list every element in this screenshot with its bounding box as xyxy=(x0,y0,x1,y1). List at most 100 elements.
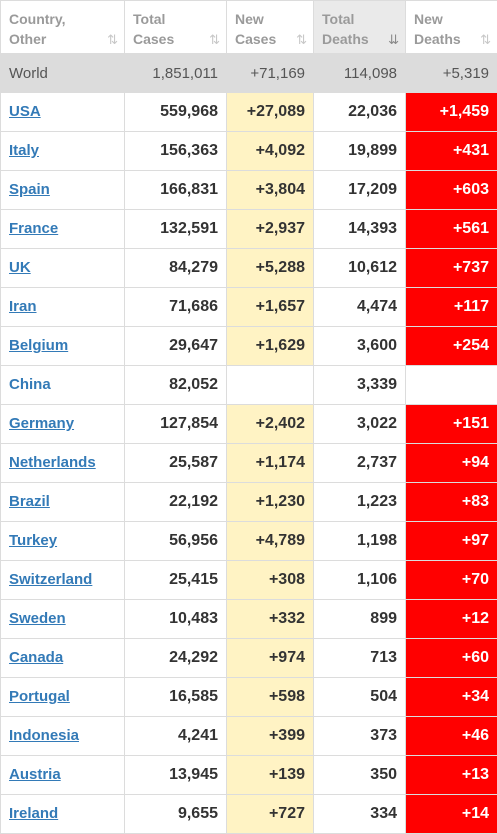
country-cell: Switzerland xyxy=(1,561,125,600)
country-link[interactable]: Austria xyxy=(9,766,61,783)
country-link[interactable]: UK xyxy=(9,259,31,276)
new-cases-cell: +974 xyxy=(227,639,314,678)
country-link[interactable]: Switzerland xyxy=(9,571,92,588)
country-link[interactable]: France xyxy=(9,220,58,237)
header-country-line2: Other xyxy=(9,29,118,49)
total-deaths-cell: 10,612 xyxy=(314,249,406,288)
new-deaths-cell: +12 xyxy=(406,600,497,639)
new-deaths-cell: +46 xyxy=(406,717,497,756)
country-link[interactable]: Brazil xyxy=(9,493,50,510)
new-deaths-cell: +254 xyxy=(406,327,497,366)
country-link[interactable]: Canada xyxy=(9,649,63,666)
world-row: World 1,851,011 +71,169 114,098 +5,319 xyxy=(1,54,497,93)
total-deaths-cell: 350 xyxy=(314,756,406,795)
new-cases-cell: +1,230 xyxy=(227,483,314,522)
country-cell: France xyxy=(1,210,125,249)
header-total-deaths[interactable]: Total Deaths ⇊ xyxy=(314,1,406,54)
country-cell: Iran xyxy=(1,288,125,327)
total-cases-cell: 82,052 xyxy=(125,366,227,405)
new-cases-cell: +332 xyxy=(227,600,314,639)
total-deaths-cell: 899 xyxy=(314,600,406,639)
total-deaths-cell: 373 xyxy=(314,717,406,756)
header-new-deaths[interactable]: New Deaths ⇅ xyxy=(406,1,497,54)
world-total-deaths: 114,098 xyxy=(314,54,406,93)
new-deaths-cell: +94 xyxy=(406,444,497,483)
country-link[interactable]: Netherlands xyxy=(9,454,96,471)
header-country[interactable]: Country, Other ⇅ xyxy=(1,1,125,54)
total-deaths-cell: 334 xyxy=(314,795,406,834)
new-cases-cell xyxy=(227,366,314,405)
header-total-cases-line1: Total xyxy=(133,9,220,29)
world-new-cases: +71,169 xyxy=(227,54,314,93)
new-deaths-cell: +13 xyxy=(406,756,497,795)
country-cell: Sweden xyxy=(1,600,125,639)
header-total-cases[interactable]: Total Cases ⇅ xyxy=(125,1,227,54)
world-new-deaths: +5,319 xyxy=(406,54,497,93)
header-total-cases-line2: Cases xyxy=(133,29,220,49)
new-deaths-cell: +34 xyxy=(406,678,497,717)
country-cell: Italy xyxy=(1,132,125,171)
total-deaths-cell: 3,600 xyxy=(314,327,406,366)
header-new-cases[interactable]: New Cases ⇅ xyxy=(227,1,314,54)
total-deaths-cell: 2,737 xyxy=(314,444,406,483)
total-cases-cell: 71,686 xyxy=(125,288,227,327)
country-link[interactable]: Portugal xyxy=(9,688,70,705)
sort-icon[interactable]: ⇅ xyxy=(209,33,220,46)
country-link[interactable]: Ireland xyxy=(9,805,58,822)
new-deaths-cell: +97 xyxy=(406,522,497,561)
country-link[interactable]: Indonesia xyxy=(9,727,79,744)
total-deaths-cell: 19,899 xyxy=(314,132,406,171)
total-deaths-cell: 1,223 xyxy=(314,483,406,522)
sort-desc-icon[interactable]: ⇊ xyxy=(388,33,399,46)
total-cases-cell: 127,854 xyxy=(125,405,227,444)
country-cell: Portugal xyxy=(1,678,125,717)
country-link[interactable]: Spain xyxy=(9,181,50,198)
country-link[interactable]: Sweden xyxy=(9,610,66,627)
header-new-deaths-line1: New xyxy=(414,9,491,29)
new-deaths-cell: +561 xyxy=(406,210,497,249)
new-deaths-cell: +603 xyxy=(406,171,497,210)
header-row: Country, Other ⇅ Total Cases ⇅ New Cases… xyxy=(1,1,497,54)
country-link[interactable]: Germany xyxy=(9,415,74,432)
total-cases-cell: 29,647 xyxy=(125,327,227,366)
country-cell: Spain xyxy=(1,171,125,210)
new-deaths-cell: +431 xyxy=(406,132,497,171)
total-deaths-cell: 713 xyxy=(314,639,406,678)
country-link[interactable]: Belgium xyxy=(9,337,68,354)
new-deaths-cell: +14 xyxy=(406,795,497,834)
country-link[interactable]: Turkey xyxy=(9,532,57,549)
new-deaths-cell xyxy=(406,366,497,405)
country-cell: Netherlands xyxy=(1,444,125,483)
new-cases-cell: +308 xyxy=(227,561,314,600)
total-cases-cell: 16,585 xyxy=(125,678,227,717)
country-cell: USA xyxy=(1,93,125,132)
new-deaths-cell: +60 xyxy=(406,639,497,678)
total-cases-cell: 166,831 xyxy=(125,171,227,210)
total-deaths-cell: 1,198 xyxy=(314,522,406,561)
new-cases-cell: +2,402 xyxy=(227,405,314,444)
country-link[interactable]: Italy xyxy=(9,142,39,159)
sort-icon[interactable]: ⇅ xyxy=(107,33,118,46)
new-deaths-cell: +151 xyxy=(406,405,497,444)
country-link[interactable]: Iran xyxy=(9,298,37,315)
new-deaths-cell: +737 xyxy=(406,249,497,288)
header-country-line1: Country, xyxy=(9,9,118,29)
total-cases-cell: 25,587 xyxy=(125,444,227,483)
total-cases-cell: 84,279 xyxy=(125,249,227,288)
country-cell: Brazil xyxy=(1,483,125,522)
country-link[interactable]: USA xyxy=(9,103,41,120)
new-deaths-cell: +1,459 xyxy=(406,93,497,132)
sort-icon[interactable]: ⇅ xyxy=(296,33,307,46)
sort-icon[interactable]: ⇅ xyxy=(480,33,491,46)
total-cases-cell: 56,956 xyxy=(125,522,227,561)
country-cell: Canada xyxy=(1,639,125,678)
